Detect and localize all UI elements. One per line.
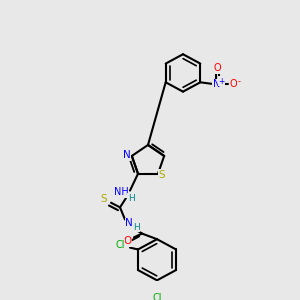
Text: Cl: Cl xyxy=(115,240,125,250)
Text: NH: NH xyxy=(114,188,128,197)
Text: O: O xyxy=(230,79,237,89)
Text: H: H xyxy=(133,223,140,232)
Text: +: + xyxy=(218,77,224,86)
Text: N: N xyxy=(213,79,220,89)
Text: -: - xyxy=(238,77,241,86)
Text: H: H xyxy=(128,194,134,202)
Text: O: O xyxy=(214,63,221,73)
Text: Cl: Cl xyxy=(152,293,162,300)
Text: S: S xyxy=(159,170,165,180)
Text: N: N xyxy=(125,218,133,228)
Text: S: S xyxy=(101,194,107,204)
Text: O: O xyxy=(123,236,131,246)
Text: N: N xyxy=(123,150,131,160)
